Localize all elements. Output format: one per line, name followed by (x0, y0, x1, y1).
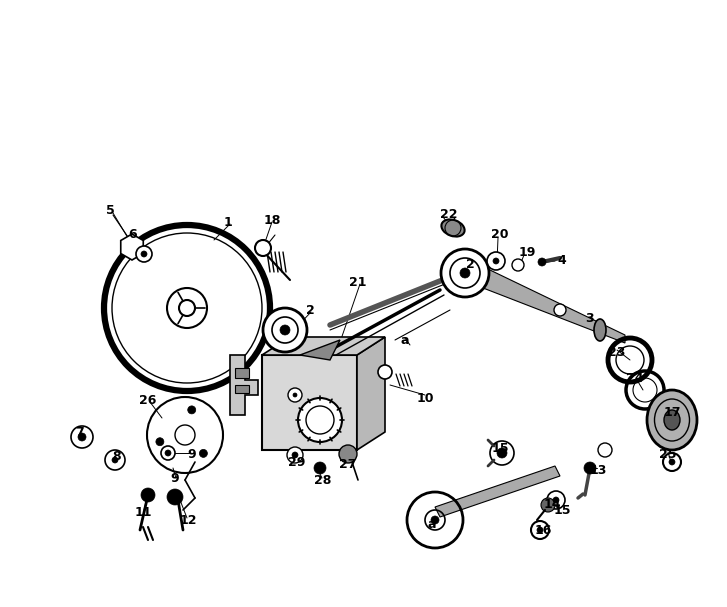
Polygon shape (465, 258, 625, 343)
Bar (235, 368, 249, 378)
Circle shape (280, 325, 290, 335)
Text: 9: 9 (188, 449, 196, 461)
Text: 9: 9 (171, 472, 180, 484)
Circle shape (497, 448, 507, 458)
Circle shape (161, 446, 175, 460)
Bar (235, 385, 249, 393)
Circle shape (298, 398, 342, 442)
Circle shape (339, 445, 357, 463)
Circle shape (512, 259, 524, 271)
Circle shape (450, 258, 480, 288)
Text: 19: 19 (518, 245, 536, 259)
Text: 18: 18 (263, 214, 281, 226)
Text: a: a (427, 518, 436, 532)
Text: 1: 1 (224, 215, 233, 228)
Text: 2: 2 (465, 259, 475, 271)
Text: 5: 5 (105, 203, 114, 217)
Circle shape (598, 443, 612, 457)
Text: 27: 27 (340, 458, 357, 472)
Text: 15: 15 (553, 503, 571, 517)
Text: 28: 28 (314, 473, 332, 486)
Circle shape (199, 449, 207, 458)
Text: 2: 2 (305, 304, 314, 316)
Circle shape (78, 433, 86, 441)
Ellipse shape (647, 390, 697, 450)
Text: 7: 7 (75, 426, 84, 438)
Circle shape (255, 240, 271, 256)
Circle shape (537, 527, 543, 533)
Text: 21: 21 (349, 276, 366, 288)
Polygon shape (262, 337, 385, 355)
Bar (262, 355, 357, 450)
Circle shape (141, 488, 155, 502)
Ellipse shape (441, 220, 465, 237)
Circle shape (431, 516, 439, 524)
Ellipse shape (594, 319, 606, 341)
Circle shape (263, 308, 307, 352)
Text: 26: 26 (140, 393, 157, 407)
Circle shape (538, 258, 546, 266)
Text: 23: 23 (608, 345, 626, 359)
Circle shape (441, 249, 489, 297)
Circle shape (669, 459, 675, 465)
Circle shape (378, 365, 392, 379)
Circle shape (541, 498, 555, 512)
Circle shape (493, 258, 499, 264)
Polygon shape (357, 337, 385, 450)
Text: 3: 3 (586, 311, 594, 325)
Polygon shape (435, 466, 560, 517)
Text: a: a (401, 333, 409, 347)
Text: 17: 17 (663, 405, 680, 418)
Text: 14: 14 (543, 498, 561, 512)
Circle shape (287, 447, 303, 463)
Polygon shape (300, 340, 340, 360)
Text: 16: 16 (534, 523, 552, 537)
Text: 25: 25 (659, 449, 677, 461)
Text: 4: 4 (558, 254, 566, 266)
Text: 15: 15 (491, 441, 509, 455)
Circle shape (167, 489, 183, 505)
Circle shape (553, 497, 559, 503)
Circle shape (487, 252, 505, 270)
Text: 8: 8 (113, 450, 121, 463)
Circle shape (105, 450, 125, 470)
Text: 12: 12 (180, 514, 197, 526)
Text: 20: 20 (491, 228, 509, 242)
Text: 10: 10 (417, 392, 434, 404)
Text: 22: 22 (441, 208, 458, 222)
Circle shape (141, 251, 147, 257)
Circle shape (179, 300, 195, 316)
Circle shape (112, 457, 118, 463)
Text: 11: 11 (134, 506, 152, 518)
Circle shape (293, 393, 297, 397)
Ellipse shape (664, 410, 680, 430)
Text: 13: 13 (590, 464, 607, 476)
Circle shape (314, 462, 326, 474)
Circle shape (306, 406, 334, 434)
Circle shape (188, 406, 196, 414)
Text: 29: 29 (289, 455, 305, 469)
Circle shape (71, 426, 93, 448)
Text: 6: 6 (129, 228, 137, 242)
Circle shape (292, 452, 298, 458)
Circle shape (156, 438, 164, 446)
Circle shape (165, 450, 171, 456)
Circle shape (288, 388, 302, 402)
Polygon shape (230, 355, 258, 415)
Circle shape (490, 441, 514, 465)
Circle shape (136, 246, 152, 262)
Circle shape (584, 462, 596, 474)
Circle shape (460, 268, 470, 278)
Circle shape (547, 491, 565, 509)
Text: 24: 24 (626, 371, 643, 384)
Circle shape (272, 317, 298, 343)
Polygon shape (121, 234, 143, 260)
Circle shape (554, 304, 566, 316)
